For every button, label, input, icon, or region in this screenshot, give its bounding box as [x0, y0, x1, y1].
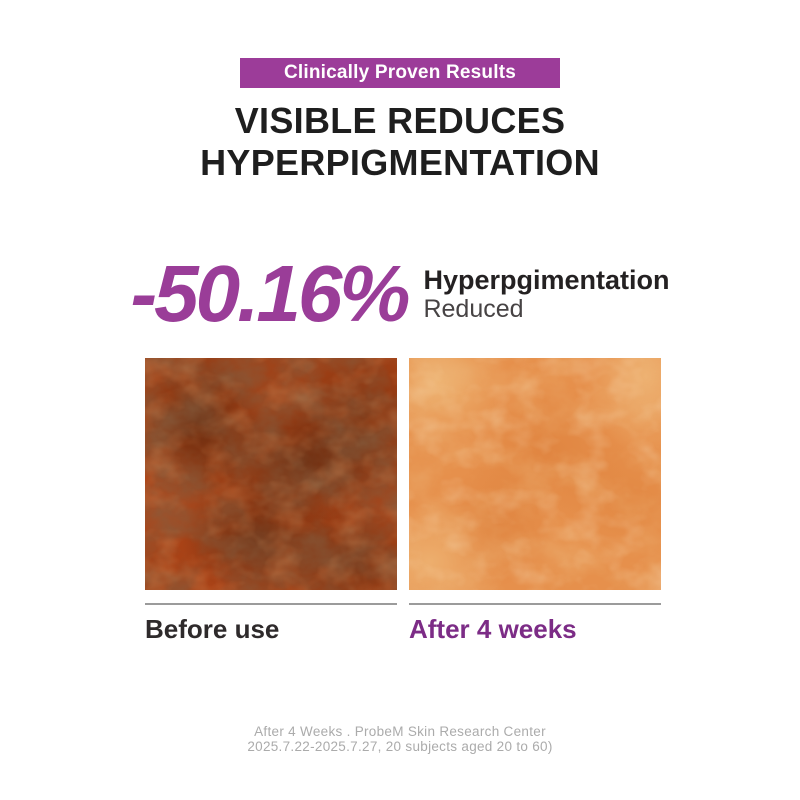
badge-label: Clinically Proven Results	[283, 62, 517, 83]
stat-value: -50.16%	[130, 249, 411, 338]
before-column: Before use	[145, 358, 397, 644]
study-footnote-line2: 2025.7.22-2025.7.27, 20 subjects aged 20…	[247, 738, 553, 754]
stat-label: Hyperpgimentation Reduced	[423, 265, 669, 323]
study-footnote-line1: After 4 Weeks . ProbeM Skin Research Cen…	[254, 724, 546, 739]
after-skin-texture	[409, 358, 661, 590]
stat-label-line1: Hyperpgimentation	[423, 265, 670, 295]
page-title: VISIBLE REDUCES HYPERPIGMENTATION	[0, 100, 800, 184]
after-column: After 4 weeks	[409, 358, 661, 644]
after-label: After 4 weeks	[409, 614, 577, 644]
before-skin-image	[145, 358, 397, 590]
before-skin-texture	[145, 358, 397, 590]
before-divider	[145, 603, 397, 605]
before-label: Before use	[145, 614, 280, 644]
stat-label-line2: Reduced	[423, 295, 524, 323]
after-divider	[409, 603, 661, 605]
study-footnote: After 4 Weeks . ProbeM Skin Research Cen…	[0, 724, 800, 754]
stat-row: -50.16% Hyperpgimentation Reduced	[0, 248, 800, 340]
page-title-line1: VISIBLE REDUCES	[234, 100, 566, 141]
after-skin-image	[409, 358, 661, 590]
before-after-comparison: Before use	[145, 358, 661, 644]
page-title-line2: HYPERPIGMENTATION	[200, 142, 600, 183]
clinically-proven-badge: Clinically Proven Results	[240, 58, 560, 88]
